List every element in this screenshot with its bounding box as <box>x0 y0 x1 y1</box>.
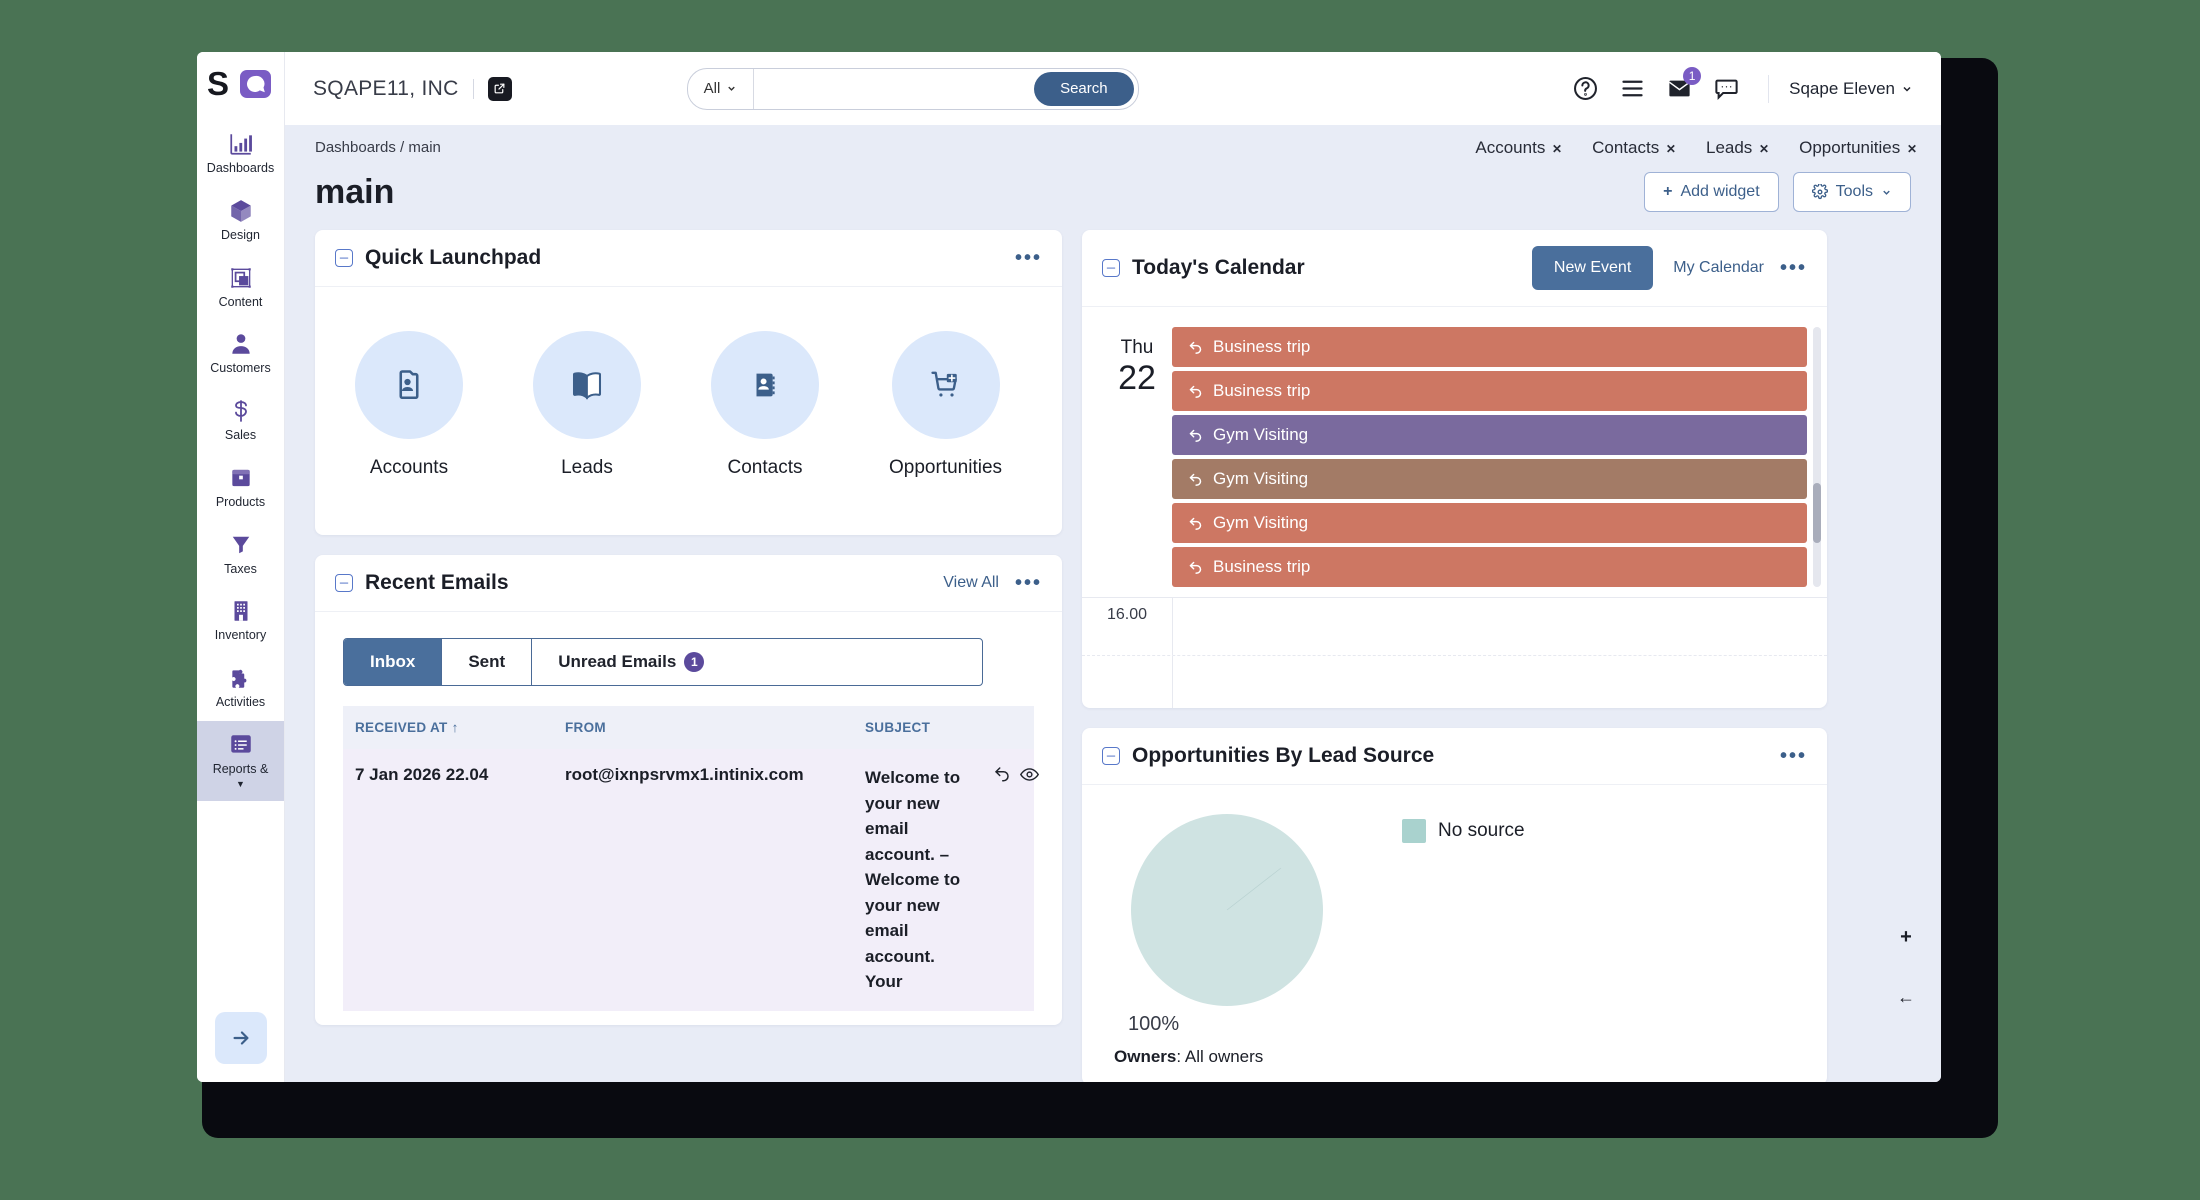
svg-text:S: S <box>207 68 229 102</box>
